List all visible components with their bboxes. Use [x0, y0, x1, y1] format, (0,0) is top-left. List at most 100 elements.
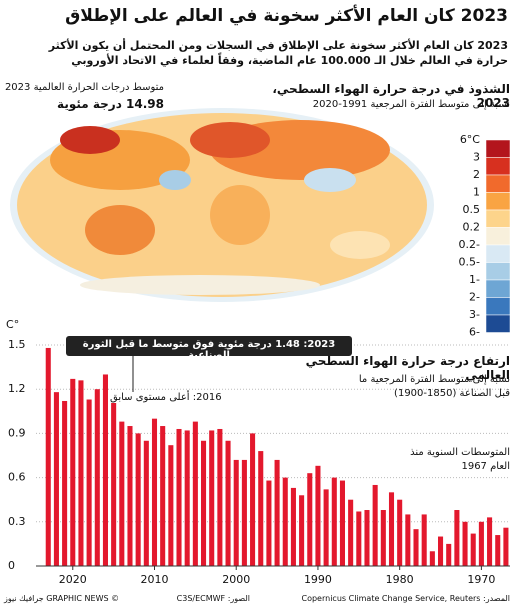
source: المصدر: Copernicus Climate Change Servic… — [301, 594, 511, 603]
x-tick-label: 1980 — [386, 573, 414, 586]
map-subtitle: نسبة إلى متوسط الفترة المرجعية 1991-2020 — [312, 99, 510, 110]
bar — [348, 499, 354, 566]
bar — [266, 480, 272, 566]
bar — [192, 421, 198, 566]
world-map — [10, 108, 434, 302]
bar — [397, 499, 403, 566]
image-credit: الصور: C3S/ECMWF — [176, 594, 250, 603]
bar — [225, 440, 231, 566]
x-tick-label: 2010 — [141, 573, 169, 586]
map-region — [159, 170, 191, 190]
bar — [487, 517, 493, 566]
legend-swatch — [485, 297, 511, 316]
bar — [274, 459, 280, 566]
bar — [446, 543, 452, 566]
legend-swatch — [485, 192, 511, 211]
legend-swatch — [485, 139, 511, 158]
bar — [217, 428, 223, 566]
legend-swatch — [485, 174, 511, 193]
legend-label: 0.2- — [459, 238, 480, 251]
chart-title: ارتفاع درجة حرارة الهواء السطحي العالمي — [305, 354, 510, 382]
bar — [356, 511, 362, 566]
legend-label: 2- — [469, 291, 480, 304]
bar — [462, 521, 468, 566]
title: 2023 كان العام الأكثر سخونة في العالم عل… — [65, 6, 508, 26]
legend-label: 1- — [469, 273, 480, 286]
bar — [290, 487, 296, 566]
bar — [176, 428, 182, 566]
annotation: 2023: 1.48 درجة مئوية فوق متوسط ما قبل ا… — [82, 339, 336, 361]
bar — [380, 510, 386, 566]
bar — [388, 492, 395, 566]
bar — [53, 392, 59, 566]
bar — [299, 495, 305, 566]
legend-label: 0.5 — [463, 203, 481, 216]
legend-swatch — [485, 262, 511, 281]
chart-note: المتوسطات السنوية منذ العام 1967 — [410, 447, 510, 472]
bar — [454, 510, 460, 566]
legend-swatch — [485, 157, 511, 176]
y-tick-label: 1.5 — [8, 338, 26, 351]
annotation: 2016: أعلى مستوى سابق — [110, 392, 250, 403]
bar — [102, 374, 108, 566]
bar — [201, 440, 207, 566]
bar — [184, 430, 190, 566]
bar — [258, 451, 264, 566]
bar — [282, 477, 288, 566]
bar — [160, 426, 166, 566]
x-tick-label: 1990 — [304, 573, 332, 586]
x-tick-label: 1970 — [467, 573, 495, 586]
legend-label: 3 — [473, 151, 480, 164]
bar — [94, 389, 100, 566]
bar — [135, 433, 141, 566]
bar — [478, 521, 484, 566]
bar — [209, 430, 215, 566]
legend-label: 2 — [473, 168, 480, 181]
bar — [70, 378, 76, 566]
chart-subtitle: نسبة إلى متوسط الفترة المرجعية ما قبل ال… — [358, 374, 510, 399]
bar — [372, 484, 378, 566]
map-title: الشذوذ في درجة حرارة الهواء السطحي، 2023 — [272, 82, 510, 110]
map-side-value: 14.98 درجة مئوية — [57, 97, 164, 111]
bar — [421, 514, 427, 566]
bar — [233, 459, 239, 566]
bar — [323, 489, 329, 566]
y-tick-label: 0.6 — [8, 471, 26, 484]
legend-label: 3- — [469, 308, 480, 321]
legend-label: 6°C — [460, 133, 480, 146]
bar — [151, 418, 158, 566]
bar — [364, 510, 370, 566]
annotation-box — [66, 336, 352, 356]
bar — [331, 477, 337, 566]
bar — [86, 399, 92, 566]
legend-swatch — [485, 244, 511, 263]
bar — [315, 465, 321, 566]
bar — [143, 440, 149, 566]
legend-swatch — [485, 227, 511, 246]
y-axis-label: °C — [6, 318, 20, 331]
bar — [62, 400, 68, 566]
credit: © GRAPHIC NEWS جرافيك نيوز — [4, 594, 120, 603]
y-tick-label: 0.9 — [8, 426, 26, 439]
bar — [413, 529, 419, 566]
bar — [119, 421, 125, 566]
subtitle: 2023 كان العام الأكثر سخونة على الإطلاق … — [48, 39, 508, 67]
map-region — [304, 168, 356, 192]
legend-swatch — [485, 279, 511, 298]
bar — [470, 533, 476, 566]
bar — [250, 433, 256, 566]
bar — [307, 473, 313, 566]
map-region — [85, 205, 155, 255]
bar — [339, 480, 345, 566]
map-region — [190, 122, 270, 158]
legend-label: 6- — [469, 326, 480, 339]
y-tick-label: 1.2 — [8, 382, 26, 395]
map-region — [330, 231, 390, 259]
bar — [78, 380, 84, 566]
x-tick-label: 2000 — [222, 573, 250, 586]
y-tick-label: 0.3 — [8, 515, 26, 528]
map-region — [60, 126, 120, 154]
